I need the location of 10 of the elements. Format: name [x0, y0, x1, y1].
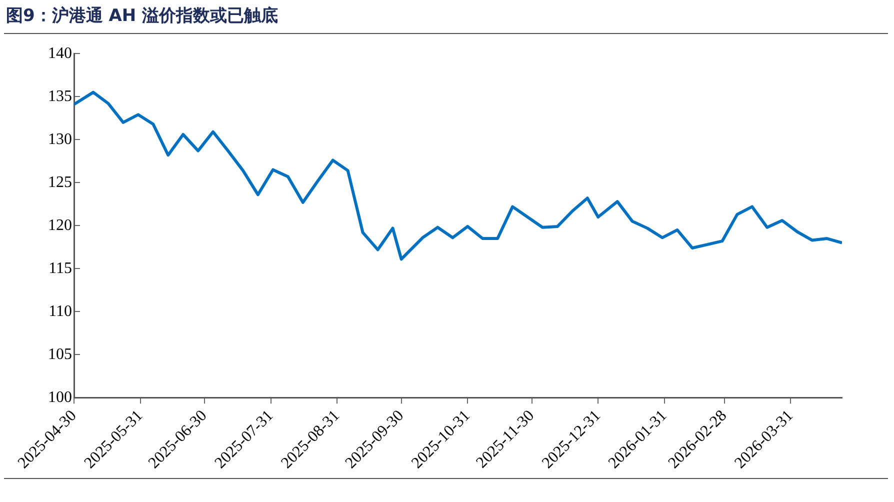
- y-tick-label: 115: [48, 260, 72, 277]
- y-tick-label: 120: [48, 216, 72, 234]
- chart-title: 图9：沪港通 AH 溢价指数或已触底: [6, 5, 278, 27]
- y-tick-label: 130: [48, 130, 72, 148]
- y-tick-label: 110: [48, 302, 72, 320]
- y-tick-label: 100: [48, 388, 72, 406]
- y-tick-label: 140: [48, 44, 72, 62]
- y-tick-label: 135: [48, 88, 72, 105]
- y-tick-label: 105: [48, 346, 72, 363]
- y-tick-label: 125: [48, 174, 72, 191]
